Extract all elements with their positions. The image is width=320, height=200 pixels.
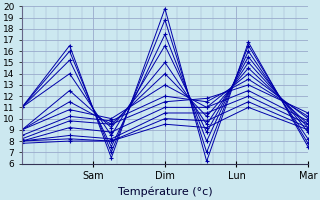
X-axis label: Température (°c): Température (°c) (118, 187, 212, 197)
